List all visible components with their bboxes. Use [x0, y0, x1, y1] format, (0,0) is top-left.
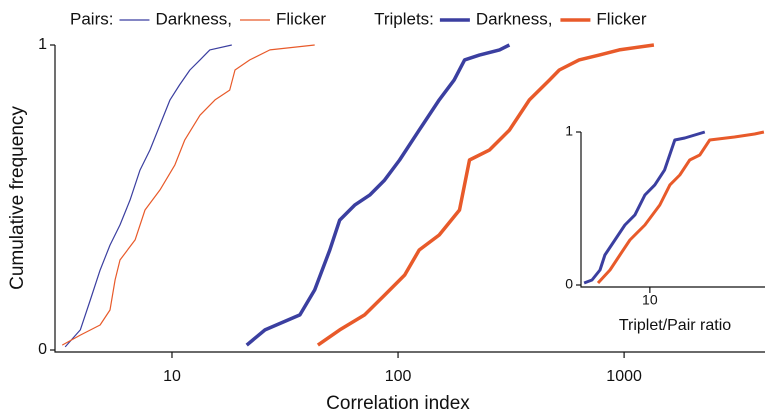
inset-axis — [580, 132, 765, 288]
legend-label: Darkness, — [476, 9, 553, 28]
legend-label: Flicker — [276, 9, 326, 28]
x-tick-label: 100 — [385, 368, 412, 385]
legend-group-label: Pairs: — [70, 9, 113, 28]
inset-y-tick-label: 1 — [565, 123, 573, 139]
legend-group-label: Triplets: — [374, 9, 434, 28]
y-tick-label: 1 — [38, 36, 47, 53]
cdf-line — [245, 43, 511, 347]
y-axis-label: Cumulative frequency — [7, 106, 28, 290]
x-axis-label: Correlation index — [326, 393, 470, 414]
legend-label: Darkness, — [155, 9, 232, 28]
cdf-line — [61, 44, 315, 346]
y-tick-label: 0 — [38, 341, 47, 358]
inset-cdf-line — [583, 130, 706, 285]
inset-x-axis-label: Triplet/Pair ratio — [619, 317, 731, 334]
x-tick-label: 1000 — [606, 368, 642, 385]
legend-label: Flicker — [596, 9, 646, 28]
axis — [54, 45, 765, 353]
inset-y-tick-label: 0 — [565, 276, 573, 292]
cdf-line — [316, 43, 655, 347]
cdf-line — [64, 44, 232, 348]
inset-cdf-line — [596, 130, 765, 285]
x-tick-label: 10 — [163, 368, 181, 385]
inset-x-tick-label: 10 — [642, 292, 658, 308]
